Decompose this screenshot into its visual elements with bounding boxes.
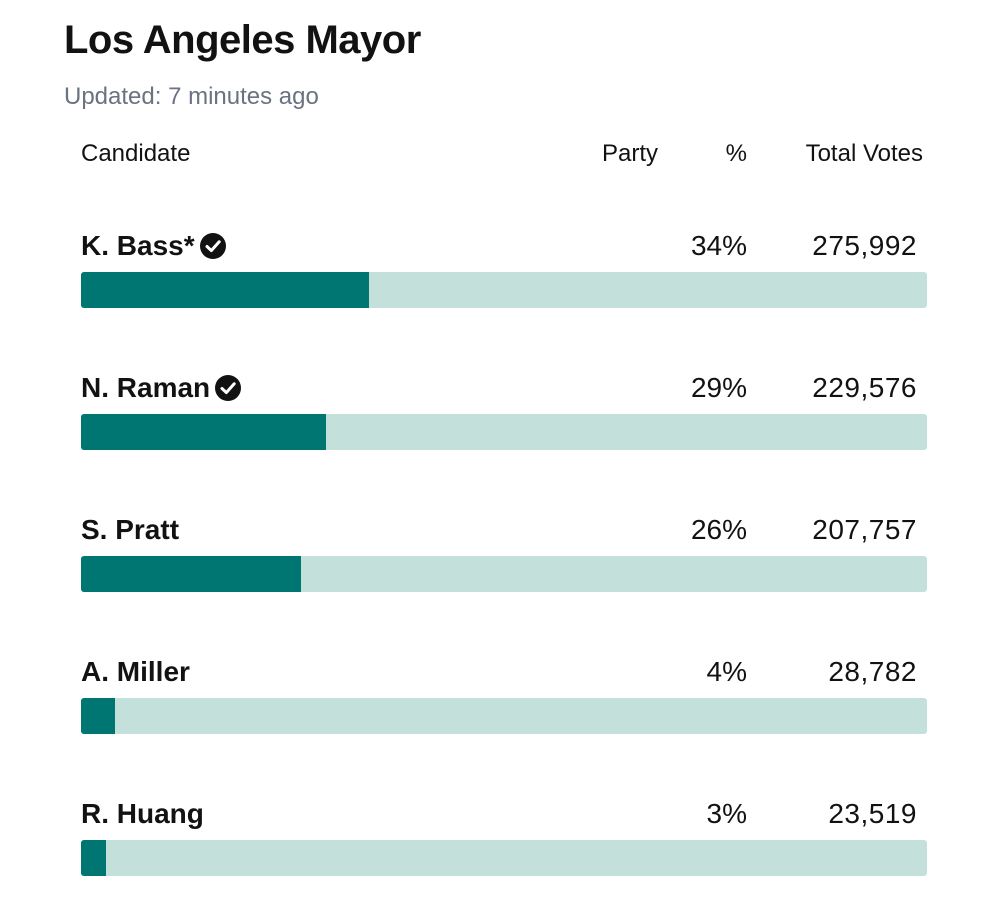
vote-bar-track xyxy=(81,556,927,592)
vote-bar-track xyxy=(81,698,927,734)
candidate-name-label: R. Huang xyxy=(81,798,204,829)
candidate-name-label: N. Raman xyxy=(81,372,211,403)
vote-count: 23,519 xyxy=(828,798,917,829)
vote-count: 207,757 xyxy=(812,514,917,545)
header-total-votes: Total Votes xyxy=(805,140,923,167)
candidate-name: S. Pratt xyxy=(81,512,179,548)
table-header: Candidate Party % Total Votes xyxy=(81,138,927,170)
percent-label: 4% xyxy=(706,656,747,687)
percent-label: 34% xyxy=(690,230,747,261)
vote-bar-fill xyxy=(81,272,369,308)
updated-timestamp: Updated: 7 minutes ago xyxy=(64,83,319,110)
vote-bar-track xyxy=(81,272,927,308)
vote-count: 28,782 xyxy=(828,656,917,687)
candidate-row: N. Raman 29% 229,576 xyxy=(81,370,927,460)
vote-bar-fill xyxy=(81,414,327,450)
vote-bar-fill xyxy=(81,698,115,734)
check-circle-icon xyxy=(199,233,226,259)
vote-bar-track xyxy=(81,840,927,876)
candidate-name: A. Miller xyxy=(81,654,190,690)
candidate-name-label: K. Bass* xyxy=(81,230,195,261)
percent-label: 29% xyxy=(690,372,747,403)
candidate-name-label: S. Pratt xyxy=(81,514,180,545)
page-title: Los Angeles Mayor xyxy=(64,18,421,62)
check-circle-icon xyxy=(215,375,242,401)
vote-bar-fill xyxy=(81,556,301,592)
vote-bar-track xyxy=(81,414,927,450)
header-candidate: Candidate xyxy=(81,140,191,167)
vote-bar-fill xyxy=(81,840,107,876)
vote-count: 229,576 xyxy=(812,372,917,403)
candidate-row: S. Pratt 26% 207,757 xyxy=(81,512,927,602)
percent-label: 26% xyxy=(690,514,747,545)
candidate-name: N. Raman xyxy=(81,370,242,406)
header-party: Party xyxy=(601,140,658,167)
candidate-row: R. Huang 3% 23,519 xyxy=(81,796,927,886)
candidate-name-label: A. Miller xyxy=(81,656,190,687)
candidate-name: K. Bass* xyxy=(81,228,227,264)
candidate-name: R. Huang xyxy=(81,796,204,832)
candidate-row: A. Miller 4% 28,782 xyxy=(81,654,927,744)
candidate-row: K. Bass* 34% 275,992 xyxy=(81,228,927,318)
vote-count: 275,992 xyxy=(812,230,917,261)
header-percent: % xyxy=(725,140,747,167)
percent-label: 3% xyxy=(706,798,747,829)
